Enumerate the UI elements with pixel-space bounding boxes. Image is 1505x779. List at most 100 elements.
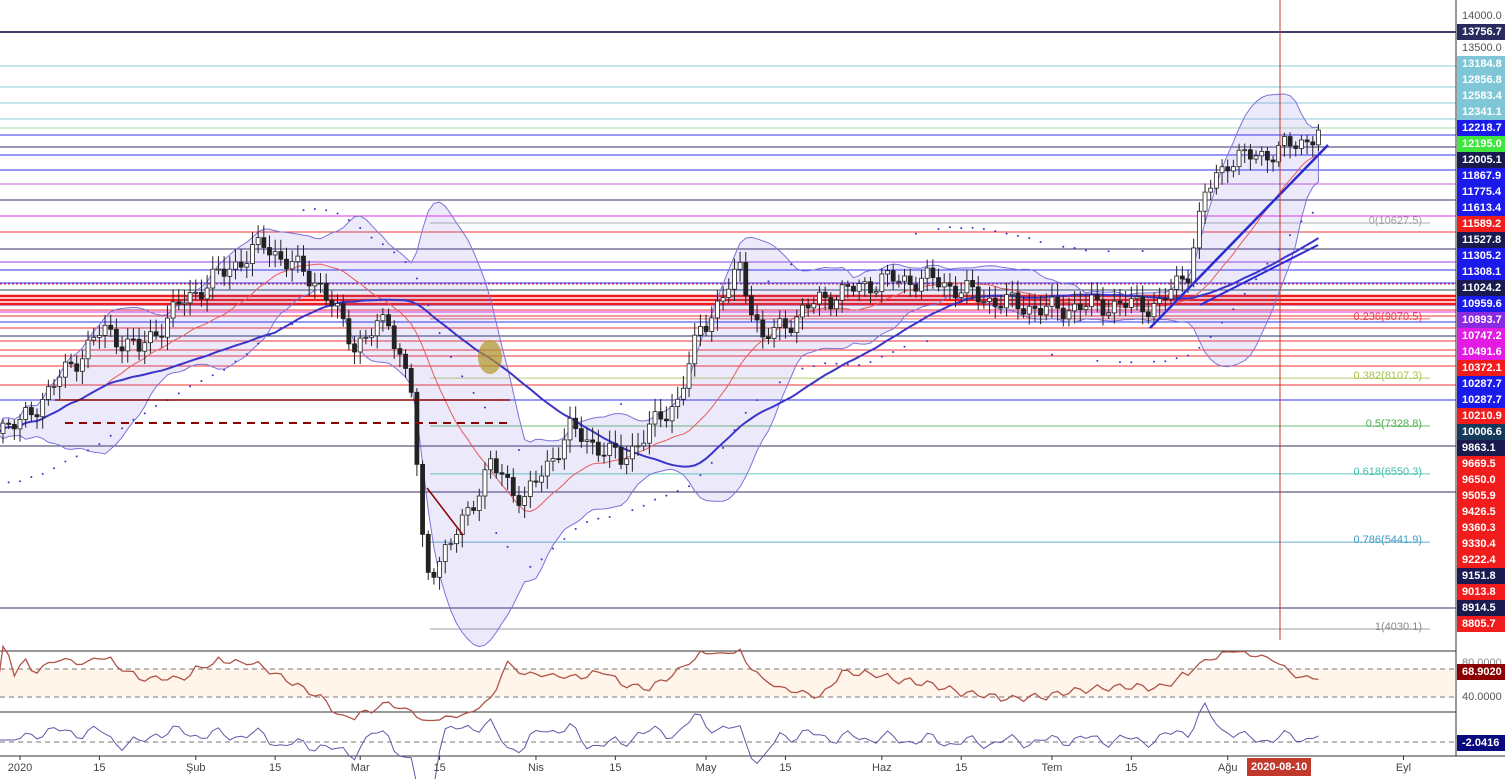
candle-body — [278, 251, 284, 260]
rsi-band — [0, 669, 1456, 697]
oscillator-line — [0, 702, 1319, 779]
price-axis-label: 11305.2 — [1457, 248, 1505, 264]
sar-dot — [1164, 360, 1167, 363]
rsi-value-label: 68.9020 — [1457, 664, 1505, 680]
price-axis-label: 11308.1 — [1457, 264, 1505, 280]
time-axis-label: 15 — [779, 762, 792, 774]
price-axis-label: 9222.4 — [1457, 552, 1505, 568]
sar-dot — [98, 443, 101, 446]
price-axis-label: 9505.9 — [1457, 488, 1505, 504]
candle-body — [652, 411, 658, 425]
fib-label: 0.236(9070.5) — [1353, 310, 1423, 323]
price-pane — [0, 0, 1456, 640]
sar-dot — [177, 392, 180, 395]
sar-dot — [1266, 262, 1269, 265]
sar-dot — [778, 381, 781, 384]
sar-dot — [415, 277, 418, 280]
candle-body — [669, 406, 675, 422]
candle-body — [403, 353, 408, 369]
candle-body — [777, 318, 783, 328]
price-axis-label: 11024.2 — [1457, 280, 1505, 296]
sar-dot — [1050, 353, 1053, 356]
candle-body — [573, 417, 579, 430]
candle-body — [244, 263, 250, 268]
sar-dot — [359, 227, 362, 230]
candle-body — [40, 399, 46, 418]
fib-label: 0.382(8107.3) — [1353, 370, 1423, 383]
price-axis-label: 9151.8 — [1457, 568, 1505, 584]
candle-body — [159, 335, 165, 338]
time-axis-label: 15 — [93, 762, 106, 774]
candle-body — [788, 327, 794, 333]
price-axis-label: 11527.8 — [1457, 232, 1505, 248]
candle-body — [567, 417, 573, 441]
candle-body — [1174, 275, 1180, 290]
candle-body — [397, 348, 403, 355]
sar-dot — [767, 280, 770, 283]
candle-body — [698, 326, 703, 336]
candle-body — [306, 270, 312, 287]
candle-body — [1270, 159, 1276, 163]
candle-body — [346, 318, 352, 345]
candle-body — [335, 303, 340, 307]
sar-dot — [517, 449, 520, 452]
candle-body — [732, 268, 737, 290]
candle-body — [28, 407, 34, 416]
fib-label: 0(10627.5) — [1368, 215, 1422, 227]
sar-dot — [733, 429, 736, 432]
candle-body — [834, 299, 839, 310]
candle-body — [499, 472, 505, 475]
candle-body — [970, 279, 975, 288]
candle-body — [442, 544, 448, 562]
candle-body — [119, 346, 125, 352]
sar-dot — [427, 304, 430, 307]
candle-body — [1145, 311, 1151, 318]
candle-body — [760, 319, 766, 338]
candle-body — [448, 543, 454, 546]
price-axis-label: 13500.0 — [1462, 42, 1502, 54]
candle-body — [505, 473, 511, 478]
candle-body — [975, 286, 981, 303]
candle-body — [646, 423, 652, 444]
sar-dot — [75, 455, 78, 458]
candle-body — [1151, 303, 1157, 318]
candle-body — [1055, 296, 1061, 309]
candle-body — [210, 268, 216, 289]
trend-line — [426, 487, 464, 536]
price-axis-label: 8914.5 — [1457, 600, 1505, 616]
fib-label: 0.618(6550.3) — [1353, 465, 1423, 478]
sar-dot — [744, 411, 747, 414]
sar-dot — [1039, 240, 1042, 243]
sar-dot — [404, 261, 407, 264]
sar-dot — [325, 209, 328, 212]
price-axis-label: 12583.4 — [1457, 88, 1505, 104]
candle-body — [686, 363, 692, 389]
candle-body — [624, 458, 630, 465]
price-axis-label: 10747.2 — [1457, 328, 1505, 344]
candle-body — [250, 244, 255, 265]
candle-body — [822, 291, 828, 299]
candle-body — [1123, 302, 1129, 308]
candle-body — [629, 445, 635, 460]
sar-dot — [1209, 335, 1212, 338]
candle-body — [1089, 294, 1095, 308]
candle-body — [465, 507, 471, 516]
sar-dot — [200, 380, 203, 383]
candle-body — [493, 458, 499, 474]
sar-dot — [1153, 360, 1155, 363]
candle-body — [261, 237, 267, 248]
candle-body — [142, 342, 148, 352]
candle-body — [749, 295, 754, 316]
sar-dot — [880, 355, 883, 358]
candle-body — [323, 283, 329, 301]
candle-body — [998, 305, 1004, 309]
sar-dot — [189, 385, 192, 388]
candle-body — [34, 414, 40, 418]
sar-dot — [347, 219, 350, 222]
sar-dot — [483, 406, 486, 409]
price-axis-label: 10287.7 — [1457, 376, 1505, 392]
candle-body — [17, 419, 23, 430]
price-axis-label: 9330.4 — [1457, 536, 1505, 552]
sar-dot — [790, 263, 793, 266]
